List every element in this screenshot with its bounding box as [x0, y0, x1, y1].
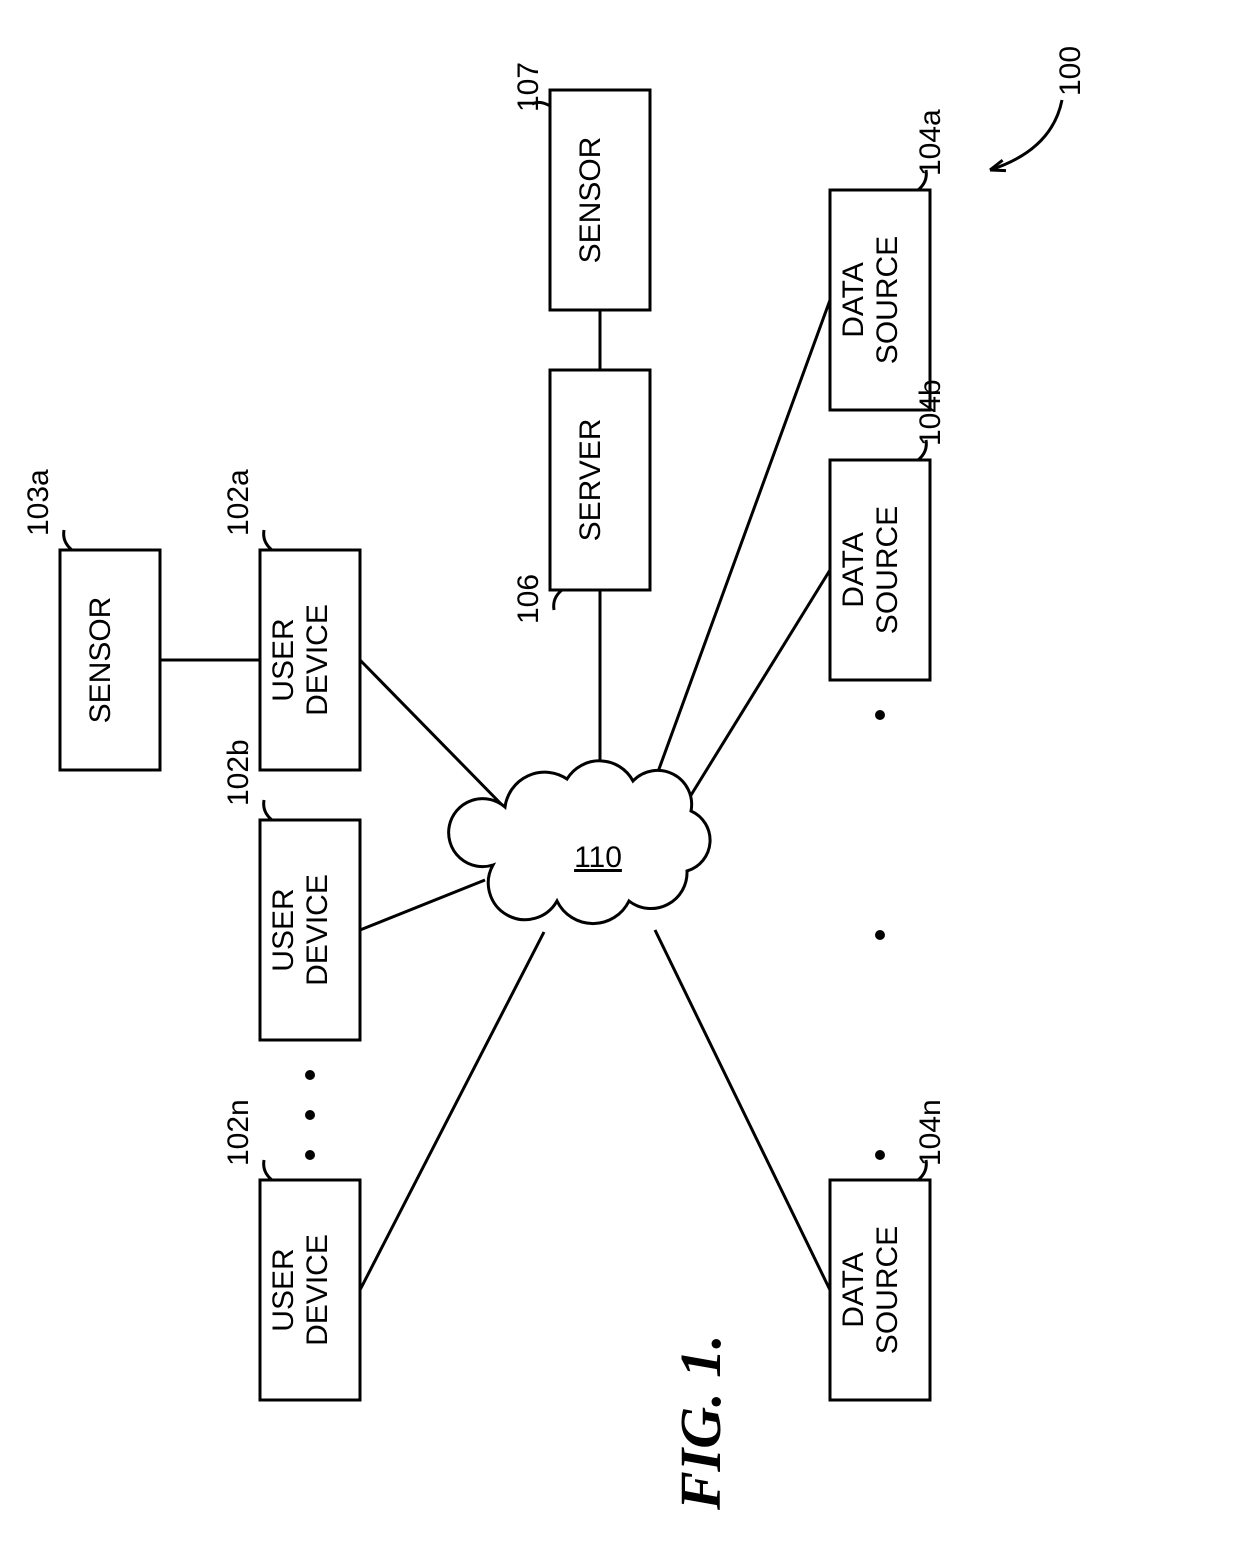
edge — [655, 300, 830, 780]
sensor_103a-ref: 103a — [22, 469, 55, 536]
edge — [688, 570, 830, 800]
user_102b-label-0: USER — [267, 888, 300, 971]
user_102a-label-0: USER — [267, 618, 300, 701]
ellipsis-dot — [875, 1150, 885, 1160]
edge — [360, 660, 505, 808]
user_102b: USERDEVICE 102b — [222, 739, 360, 1040]
data_104a: DATASOURCE 104a — [830, 109, 947, 410]
server_106: SERVER 106 — [512, 370, 650, 624]
cloud-label: 110 — [574, 841, 622, 874]
figure-label: FIG. 1. — [668, 1334, 733, 1511]
user_102n-label-0: USER — [267, 1248, 300, 1331]
sensor_103a-label-0: SENSOR — [84, 597, 117, 724]
ellipsis-dot — [875, 710, 885, 720]
server_106-label-0: SERVER — [574, 419, 607, 542]
sensor_103a: SENSOR 103a — [22, 469, 160, 770]
data_104b-ref: 104b — [914, 379, 947, 446]
system-ref-label: 100 — [1054, 46, 1087, 96]
data_104a-ref: 104a — [914, 109, 947, 176]
sensor_107-label-0: SENSOR — [574, 137, 607, 264]
data_104a-label-0: DATA — [837, 262, 870, 338]
edge — [360, 932, 544, 1290]
user_102b-ref: 102b — [222, 739, 255, 806]
data_104b-label-1: SOURCE — [871, 506, 904, 634]
ellipsis-dot — [305, 1070, 315, 1080]
system-ref-arrow — [990, 100, 1062, 170]
data_104n-ref: 104n — [914, 1099, 947, 1166]
data_104n-label-0: DATA — [837, 1252, 870, 1328]
data_104b-label-0: DATA — [837, 532, 870, 608]
user_102a: USERDEVICE 102a — [222, 469, 360, 770]
data_104a-label-1: SOURCE — [871, 236, 904, 364]
edge — [360, 880, 485, 930]
ellipsis-dot — [305, 1110, 315, 1120]
ellipsis-dot — [875, 930, 885, 940]
user_102b-label-1: DEVICE — [301, 874, 334, 986]
edge — [655, 930, 830, 1290]
user_102a-ref: 102a — [222, 469, 255, 536]
server_106-ref: 106 — [512, 574, 545, 624]
user_102n-label-1: DEVICE — [301, 1234, 334, 1346]
data_104n: DATASOURCE 104n — [830, 1099, 947, 1400]
sensor_107-ref: 107 — [512, 62, 545, 112]
user_102n: USERDEVICE 102n — [222, 1099, 360, 1400]
user_102a-label-1: DEVICE — [301, 604, 334, 716]
data_104b: DATASOURCE 104b — [830, 379, 947, 680]
sensor_107: SENSOR 107 — [512, 62, 650, 310]
ellipsis-dot — [305, 1150, 315, 1160]
user_102n-ref: 102n — [222, 1099, 255, 1166]
data_104n-label-1: SOURCE — [871, 1226, 904, 1354]
diagram-canvas: 110SENSOR103aUSERDEVICE102aUSERDEVICE102… — [0, 0, 1240, 1562]
